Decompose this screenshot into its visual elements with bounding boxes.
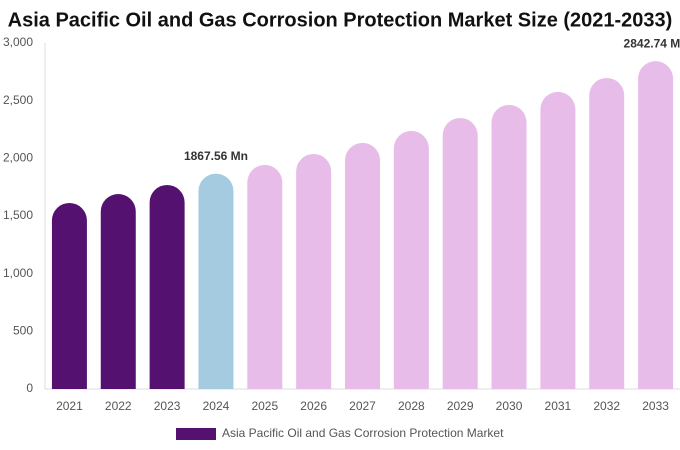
y-tick-label: 3,000 xyxy=(3,35,33,49)
bar xyxy=(393,130,429,389)
bar xyxy=(589,77,625,390)
bar xyxy=(51,202,87,389)
y-tick-label: 1,000 xyxy=(3,266,33,280)
bar xyxy=(296,153,332,389)
x-tick-label: 2024 xyxy=(203,399,230,413)
x-tick-label: 2026 xyxy=(300,399,327,413)
data-label: 1867.56 Mn xyxy=(184,149,248,163)
bar xyxy=(491,104,527,389)
bar xyxy=(149,184,185,389)
x-tick-label: 2028 xyxy=(398,399,425,413)
chart-title: Asia Pacific Oil and Gas Corrosion Prote… xyxy=(8,9,673,31)
x-tick-label: 2025 xyxy=(251,399,278,413)
bar xyxy=(638,61,674,389)
legend-label: Asia Pacific Oil and Gas Corrosion Prote… xyxy=(222,426,504,440)
bar xyxy=(247,164,283,389)
x-tick-label: 2030 xyxy=(496,399,523,413)
bar xyxy=(345,142,380,389)
x-tick-label: 2029 xyxy=(447,399,474,413)
bar xyxy=(442,117,478,389)
bar xyxy=(100,193,136,389)
bar xyxy=(198,173,234,389)
y-tick-label: 2,500 xyxy=(3,93,33,107)
y-tick-label: 1,500 xyxy=(3,208,33,222)
y-tick-label: 2,000 xyxy=(3,151,33,165)
x-tick-label: 2022 xyxy=(105,399,132,413)
y-tick-label: 0 xyxy=(26,381,33,395)
x-tick-label: 2033 xyxy=(642,399,669,413)
bar xyxy=(540,91,576,389)
legend-swatch xyxy=(176,428,216,440)
y-tick-label: 500 xyxy=(13,324,33,338)
x-tick-label: 2023 xyxy=(154,399,181,413)
x-tick-label: 2021 xyxy=(56,399,83,413)
x-tick-label: 2031 xyxy=(545,399,572,413)
data-label: 2842.74 Mn xyxy=(624,36,680,50)
x-tick-label: 2027 xyxy=(349,399,376,413)
x-tick-label: 2032 xyxy=(593,399,620,413)
